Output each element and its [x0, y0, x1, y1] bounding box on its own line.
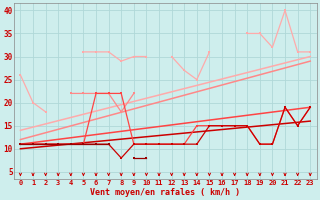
X-axis label: Vent moyen/en rafales ( km/h ): Vent moyen/en rafales ( km/h )	[90, 188, 240, 197]
